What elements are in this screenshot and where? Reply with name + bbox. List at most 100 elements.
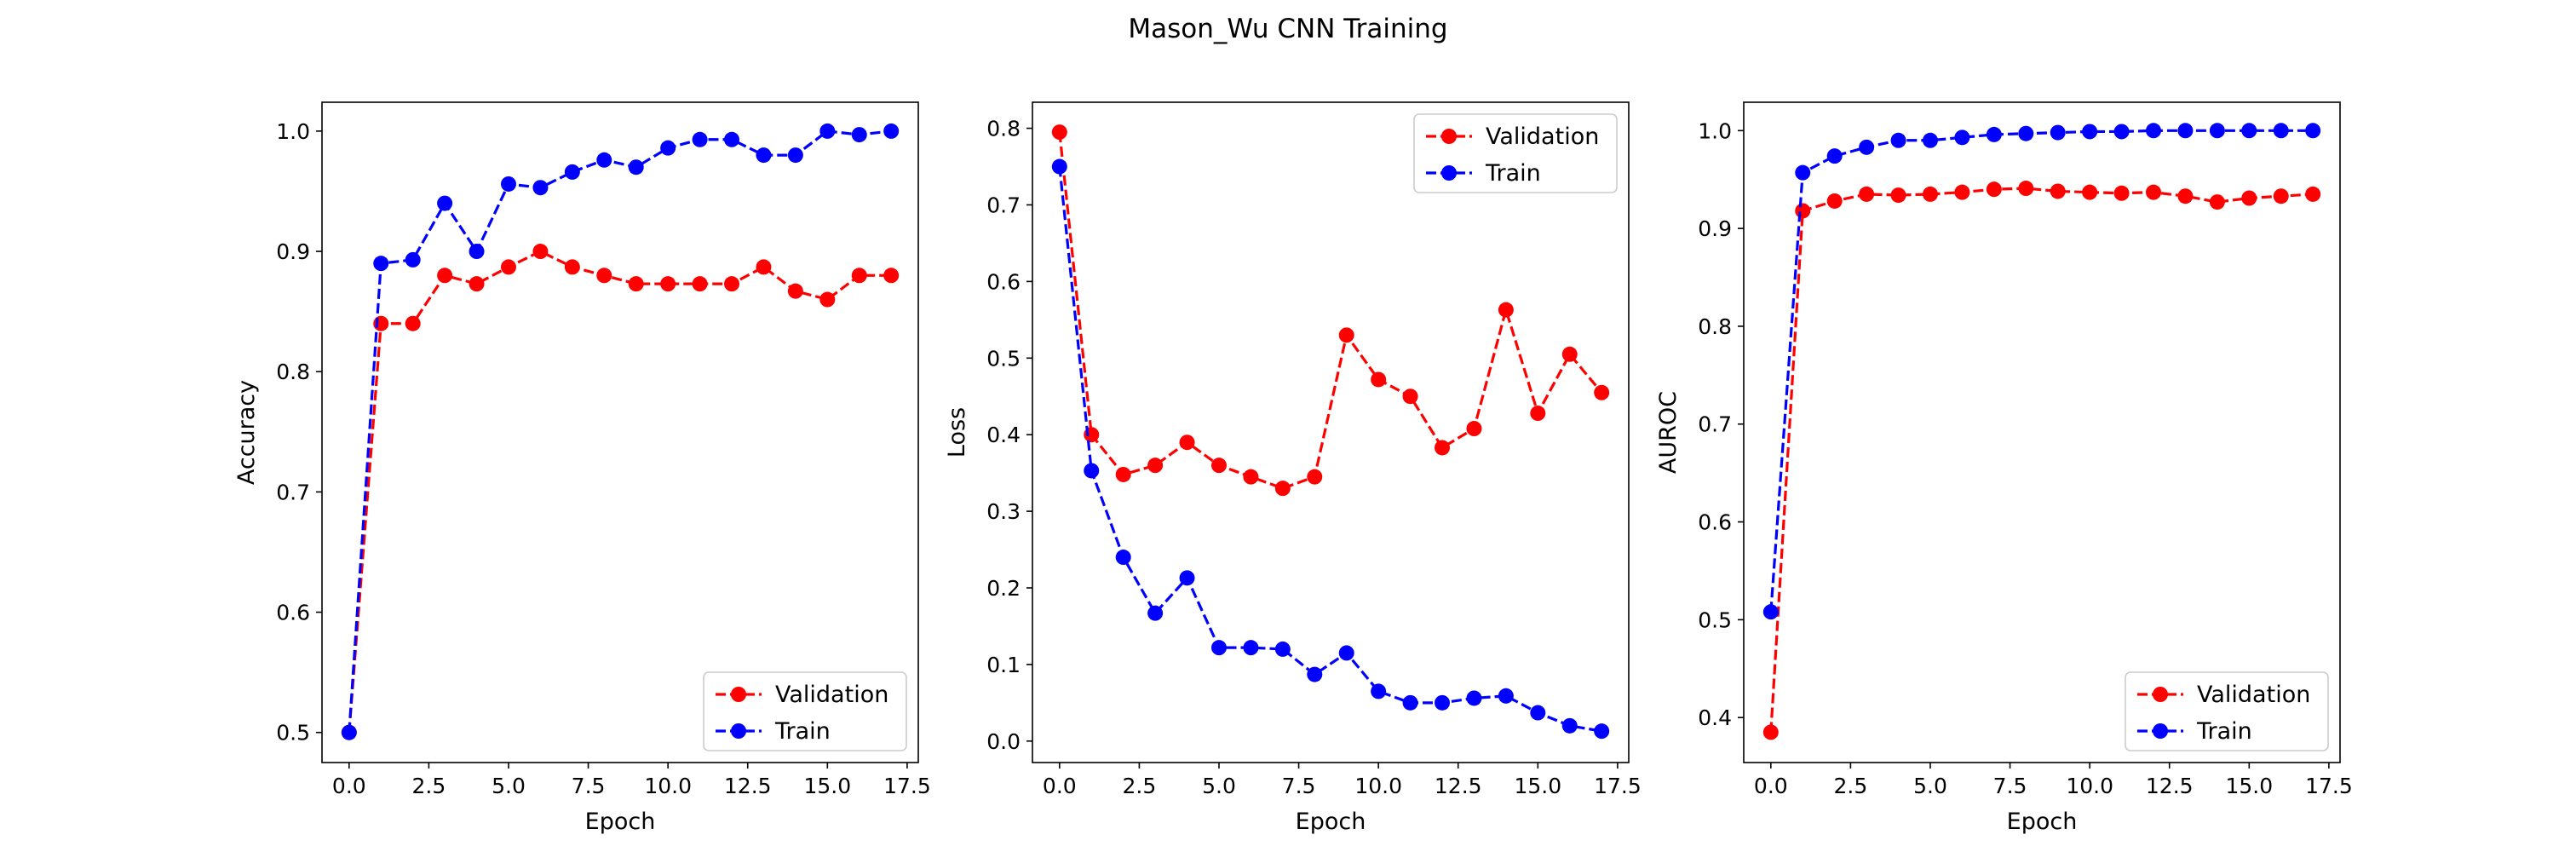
data-point-train <box>532 180 549 196</box>
data-point-train <box>1530 705 1546 721</box>
plot-area <box>341 123 900 740</box>
x-tick-label: 15.0 <box>1514 774 1561 798</box>
data-point-train <box>1435 694 1451 711</box>
y-axis-label: Loss <box>944 407 970 458</box>
subplot-3: 0.0 2.5 5.0 7.5 10.0 12.5 15.0 17.5 0.4 0.5 0.6 0.7… <box>1655 101 2353 835</box>
data-point-validation <box>1274 481 1291 497</box>
legend-label: Validation <box>775 682 888 708</box>
data-point-validation <box>1826 193 1843 209</box>
y-tick-label: 0.7 <box>1698 412 1732 437</box>
data-point-train <box>2113 124 2130 140</box>
x-tick-label: 7.5 <box>1282 774 1316 798</box>
series-line-validation <box>348 250 892 733</box>
axes-frame <box>321 101 919 763</box>
data-point-validation <box>1922 186 1938 202</box>
data-point-train <box>2305 123 2321 139</box>
data-point-validation <box>2241 190 2257 206</box>
data-point-validation <box>724 276 740 292</box>
data-point-train <box>1922 132 1938 148</box>
legend-marker <box>1441 165 1457 181</box>
x-tick-label: 7.5 <box>1993 774 2027 798</box>
y-tick-label: 0.8 <box>986 117 1021 141</box>
data-point-validation <box>500 259 516 275</box>
data-point-train <box>628 159 644 176</box>
y-tick-label: 0.6 <box>986 269 1021 294</box>
data-point-train <box>883 123 900 139</box>
y-axis-label: Accuracy <box>233 380 260 485</box>
data-point-validation <box>1402 389 1418 405</box>
data-point-train <box>1307 666 1323 682</box>
data-point-train <box>2146 123 2162 139</box>
data-point-validation <box>2082 184 2098 200</box>
legend-marker <box>731 723 746 739</box>
legend-label: Train <box>2196 718 2252 745</box>
x-tick-label: 0.0 <box>332 774 366 798</box>
data-point-validation <box>1243 469 1259 485</box>
data-point-train <box>437 195 453 211</box>
data-point-validation <box>1859 186 1875 202</box>
data-point-validation <box>469 276 485 292</box>
x-tick-label: 7.5 <box>572 774 606 798</box>
data-point-train <box>819 123 836 139</box>
y-tick-label: 0.4 <box>1698 705 1732 730</box>
data-point-train <box>1466 690 1482 706</box>
subplot-2: 0.0 2.5 5.0 7.5 10.0 12.5 15.0 17.5 0.0 0.1 0.2 0.3… <box>944 101 1642 835</box>
y-tick-label: 0.6 <box>276 601 310 625</box>
x-axis-label: Epoch <box>2007 809 2078 835</box>
data-point-validation <box>1954 184 1970 200</box>
data-point-train <box>2018 125 2034 141</box>
data-point-validation <box>2209 194 2225 210</box>
data-point-validation <box>1435 440 1451 456</box>
data-point-validation <box>1530 406 1546 422</box>
data-point-train <box>469 244 485 260</box>
y-tick-label: 0.9 <box>276 239 310 264</box>
x-tick-label: 5.0 <box>492 774 526 798</box>
x-tick-label: 15.0 <box>803 774 851 798</box>
data-point-train <box>1371 683 1387 699</box>
data-point-train <box>1084 463 1100 479</box>
data-point-train <box>787 147 803 164</box>
y-tick-label: 0.5 <box>276 721 310 746</box>
data-point-train <box>756 147 772 164</box>
data-point-train <box>1561 717 1578 734</box>
data-point-train <box>1859 139 1875 155</box>
data-point-validation <box>756 259 772 275</box>
data-point-train <box>1243 640 1259 656</box>
data-point-validation <box>1594 384 1610 400</box>
data-point-validation <box>1179 435 1195 451</box>
data-point-validation <box>1051 124 1067 141</box>
data-point-validation <box>1466 421 1482 437</box>
data-point-train <box>1338 645 1354 661</box>
data-point-train <box>2082 124 2098 140</box>
x-tick-label: 10.0 <box>644 774 692 798</box>
data-point-train <box>1762 604 1779 620</box>
data-point-train <box>341 724 357 740</box>
data-point-train <box>405 251 421 268</box>
data-point-validation <box>2305 186 2321 202</box>
x-tick-label: 2.5 <box>1834 774 1868 798</box>
plot-area <box>1051 124 1610 740</box>
x-tick-label: 17.5 <box>2305 774 2353 798</box>
data-point-validation <box>564 259 580 275</box>
series-line-train <box>348 130 892 733</box>
data-point-validation <box>628 276 644 292</box>
x-axis-label: Epoch <box>585 809 656 835</box>
data-point-validation <box>1498 302 1514 318</box>
x-tick-label: 10.0 <box>1354 774 1402 798</box>
y-tick-label: 0.1 <box>986 653 1021 677</box>
data-point-validation <box>2273 188 2289 204</box>
legend-label: Train <box>774 718 831 745</box>
x-tick-label: 5.0 <box>1913 774 1947 798</box>
x-tick-label: 10.0 <box>2066 774 2113 798</box>
x-tick-label: 12.5 <box>1435 774 1482 798</box>
data-point-train <box>1179 570 1195 586</box>
data-point-train <box>500 176 516 192</box>
data-point-train <box>1210 640 1227 656</box>
data-point-train <box>1594 723 1610 740</box>
x-tick-label: 0.0 <box>1043 774 1077 798</box>
axes-frame <box>1743 101 2341 763</box>
data-point-validation <box>1986 181 2002 198</box>
data-point-train <box>1402 694 1418 711</box>
data-point-validation <box>2050 183 2066 199</box>
data-point-train <box>851 127 867 143</box>
